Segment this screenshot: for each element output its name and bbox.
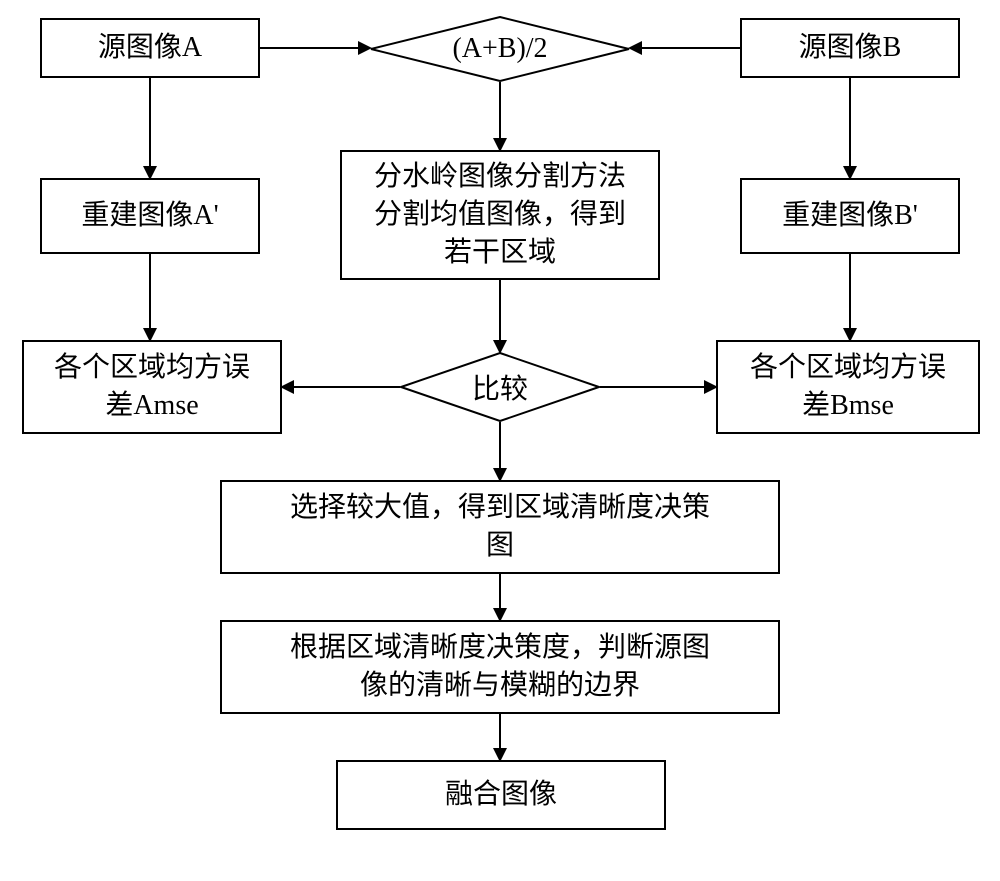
node-mseA: 各个区域均方误 差Amse [22,340,282,434]
node-fuse: 融合图像 [336,760,666,830]
node-recB-label: 重建图像B' [782,197,918,235]
node-avg-label: (A+B)/2 [370,16,630,82]
node-judge-label: 根据区域清晰度决策度，判断源图 像的清晰与模糊的边界 [290,629,710,705]
node-recA-label: 重建图像A' [81,197,218,235]
flowchart-canvas: 源图像A (A+B)/2 源图像B 重建图像A' 分水岭图像分割方法 分割均值图像，得到… [0,0,1000,881]
node-select-label: 选择较大值，得到区域清晰度决策 图 [290,489,710,565]
node-srcA-label: 源图像A [98,29,202,67]
node-srcB: 源图像B [740,18,960,78]
node-mseA-label: 各个区域均方误 差Amse [54,349,250,425]
node-srcB-label: 源图像B [799,29,902,67]
node-avg: (A+B)/2 [370,16,630,82]
node-judge: 根据区域清晰度决策度，判断源图 像的清晰与模糊的边界 [220,620,780,714]
node-seg-label: 分水岭图像分割方法 分割均值图像，得到 若干区域 [374,158,626,271]
node-srcA: 源图像A [40,18,260,78]
node-mseB-label: 各个区域均方误 差Bmse [750,349,946,425]
node-seg: 分水岭图像分割方法 分割均值图像，得到 若干区域 [340,150,660,280]
edges-layer [0,0,1000,881]
node-cmp: 比较 [400,352,600,422]
node-fuse-label: 融合图像 [445,776,557,814]
node-recA: 重建图像A' [40,178,260,254]
node-cmp-label: 比较 [400,352,600,422]
node-recB: 重建图像B' [740,178,960,254]
node-select: 选择较大值，得到区域清晰度决策 图 [220,480,780,574]
node-mseB: 各个区域均方误 差Bmse [716,340,980,434]
